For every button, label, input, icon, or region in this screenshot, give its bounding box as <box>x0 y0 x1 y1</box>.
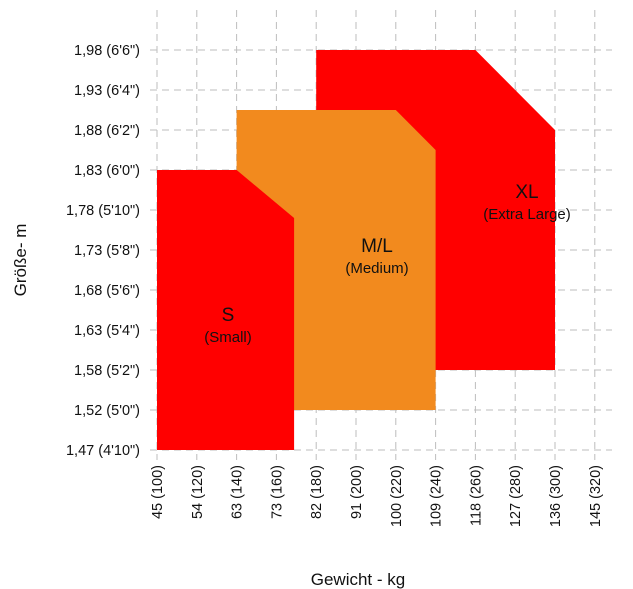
x-tick-label: 82 (180) <box>309 465 325 519</box>
y-tick-label: 1,47 (4'10") <box>66 443 140 459</box>
y-tick-labels: 1,47 (4'10") 1,52 (5'0") 1,58 (5'2") 1,63 (… <box>66 43 140 459</box>
x-tick-label: 63 (140) <box>230 465 246 519</box>
region-sublabel-m-l: (Medium) <box>345 260 408 277</box>
region-s <box>157 170 295 450</box>
x-tick-label: 54 (120) <box>190 465 206 519</box>
y-axis-title: Größe- m <box>11 224 30 297</box>
region-sublabel-s: (Small) <box>204 329 252 346</box>
region-label-m-l: M/L <box>361 236 393 257</box>
region-sublabel-xl: (Extra Large) <box>483 206 571 223</box>
y-tick-label: 1,68 (5'6") <box>74 283 140 299</box>
y-tick-label: 1,63 (5'4") <box>74 323 140 339</box>
region-label-xl: XL <box>515 182 538 203</box>
x-tick-label: 100 (220) <box>389 465 405 527</box>
size-regions <box>157 50 555 450</box>
y-tick-label: 1,83 (6'0") <box>74 163 140 179</box>
x-axis-title: Gewicht - kg <box>311 570 405 589</box>
x-tick-label: 91 (200) <box>349 465 365 519</box>
region-labels: XL (Extra Large) M/L (Medium) S (Small) <box>204 182 571 346</box>
x-tick-labels: 45 (100) 54 (120) 63 (140) 73 (160) 82 (180)… <box>150 465 604 527</box>
x-tick-label: 136 (300) <box>548 465 564 527</box>
y-tick-label: 1,93 (6'4") <box>74 83 140 99</box>
x-tick-label: 109 (240) <box>429 465 445 527</box>
y-tick-label: 1,52 (5'0") <box>74 403 140 419</box>
y-tick-label: 1,78 (5'10") <box>66 203 140 219</box>
x-tick-label: 127 (280) <box>508 465 524 527</box>
region-label-s: S <box>222 305 235 326</box>
x-tick-label: 45 (100) <box>150 465 166 519</box>
x-tick-label: 145 (320) <box>588 465 604 527</box>
y-tick-label: 1,73 (5'8") <box>74 243 140 259</box>
x-tick-label: 118 (260) <box>468 465 484 526</box>
y-tick-label: 1,98 (6'6") <box>74 43 140 59</box>
y-tick-label: 1,58 (5'2") <box>74 363 140 379</box>
y-tick-label: 1,88 (6'2") <box>74 123 140 139</box>
x-tick-label: 73 (160) <box>269 465 285 519</box>
